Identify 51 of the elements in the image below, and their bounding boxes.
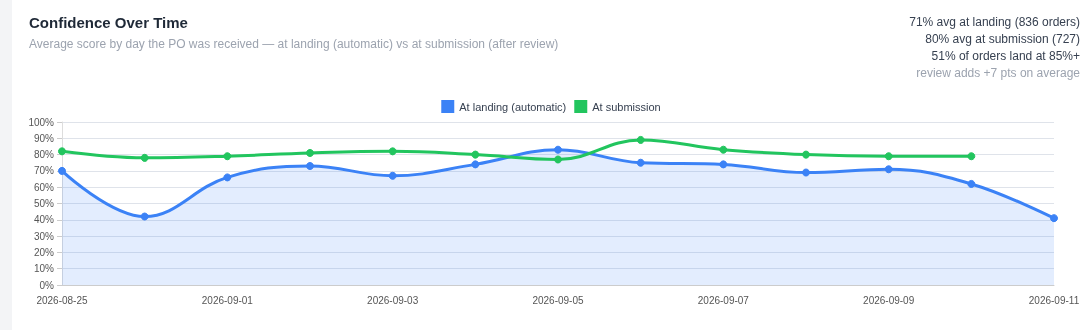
x-tick-label: 2026-09-09 — [863, 294, 915, 306]
point — [802, 150, 810, 159]
text: 71% avg at landing (836 orders) — [909, 14, 1080, 31]
point — [306, 148, 314, 157]
point — [554, 145, 562, 154]
point — [884, 152, 893, 161]
point — [1050, 214, 1058, 223]
point — [471, 160, 480, 169]
point — [471, 150, 480, 159]
point — [719, 160, 728, 169]
point — [554, 155, 562, 164]
chart-title: Confidence Over Time — [29, 14, 188, 31]
text: 80% avg at submission (727) — [924, 31, 1080, 48]
point — [967, 152, 976, 161]
x-tick-label: 2026-09-03 — [367, 294, 419, 306]
y-tick-label: 90% — [33, 132, 55, 144]
y-tick-label: 0% — [39, 279, 55, 291]
point — [223, 173, 232, 182]
x-tick-label: 2026-09-01 — [201, 294, 254, 306]
x-tick-label: 2026-08-25 — [36, 294, 89, 306]
text: 51% of orders land at 85%+ — [930, 48, 1080, 65]
text: review adds +7 pts on average — [915, 65, 1080, 82]
y-tick-label: 40% — [33, 214, 55, 226]
legend-label: At landing (automatic) — [459, 100, 567, 113]
y-tick-label: 100% — [28, 116, 55, 128]
point — [636, 135, 645, 144]
point — [388, 171, 397, 180]
point — [802, 168, 810, 177]
x-tick-label: 2026-09-07 — [697, 294, 750, 306]
point — [884, 165, 893, 174]
point — [140, 212, 149, 221]
point — [306, 162, 314, 171]
x-tick-label: 2026-09-11 — [1028, 294, 1080, 306]
y-tick-label: 60% — [33, 181, 55, 193]
y-tick-label: 80% — [33, 149, 55, 161]
point — [967, 179, 976, 188]
x-tick-label: 2026-09-05 — [532, 294, 585, 306]
point — [719, 145, 728, 154]
y-tick-label: 50% — [33, 198, 55, 209]
legend-label: At submission — [592, 100, 661, 113]
point — [58, 166, 66, 175]
y-tick-label: 20% — [33, 246, 55, 258]
y-tick-label: 70% — [33, 165, 55, 177]
y-tick-label: 10% — [33, 263, 55, 275]
y-tick-label: 30% — [33, 230, 55, 242]
point — [636, 158, 645, 167]
point — [223, 152, 232, 161]
point — [140, 153, 149, 162]
point — [388, 147, 397, 156]
point — [58, 147, 66, 156]
chart-subtitle: Average score by day the PO was received — at landing (automatic) vs at submission (after review) — [29, 37, 559, 51]
